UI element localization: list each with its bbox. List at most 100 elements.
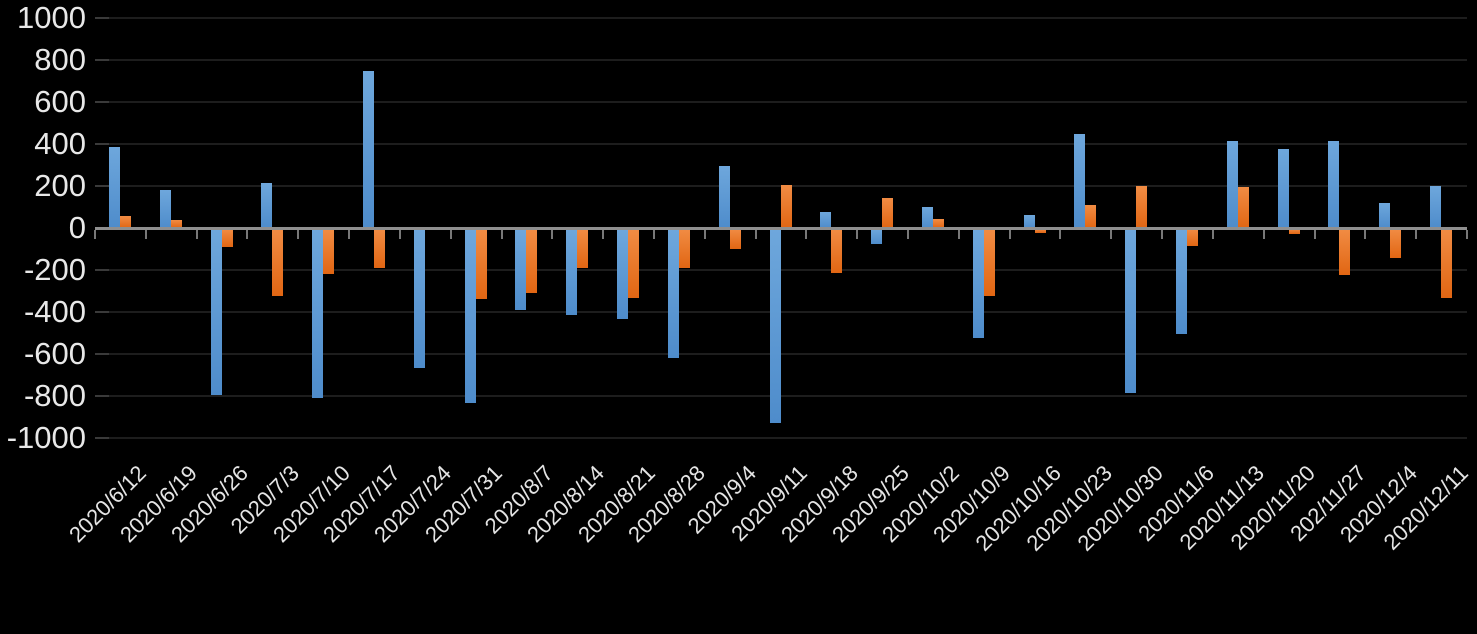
- x-axis-tickmark: [94, 230, 96, 239]
- x-axis-tickmark: [144, 230, 147, 239]
- y-axis-tick-label: 800: [34, 42, 86, 77]
- gridline: [95, 101, 1467, 103]
- bar-orange-2020/6/26: [221, 229, 233, 247]
- x-axis-tickmark: [907, 230, 910, 239]
- bar-orange-2020/10/2: [932, 218, 944, 228]
- bar-orange-2020/12/4: [1390, 229, 1402, 259]
- x-axis-tickmark: [500, 230, 503, 239]
- x-axis-tickmark: [195, 230, 198, 239]
- bar-orange-2020/8/7: [526, 229, 538, 294]
- x-axis-tickmark: [856, 230, 859, 239]
- bar-orange-202/11/27: [1339, 229, 1351, 276]
- x-axis-tickmark: [754, 230, 757, 239]
- gridline: [95, 59, 1467, 61]
- bar-orange-2020/11/20: [1288, 229, 1300, 235]
- x-axis-tickmark: [957, 230, 960, 239]
- y-axis-tickmark: [95, 311, 109, 313]
- bar-blue-2020/8/7: [515, 229, 527, 310]
- bar-blue-2020/6/19: [159, 190, 171, 228]
- bar-orange-2020/8/28: [678, 229, 690, 268]
- bar-orange-2020/7/3: [272, 229, 284, 297]
- x-axis-tickmark: [1466, 230, 1468, 239]
- bar-blue-2020/7/17: [362, 70, 374, 228]
- bar-orange-2020/6/19: [170, 219, 182, 228]
- y-axis-tickmark: [95, 437, 109, 439]
- gridline: [95, 17, 1467, 19]
- y-axis-tick-label: 400: [34, 126, 86, 161]
- x-axis-tickmark: [297, 230, 300, 239]
- x-axis-tickmark: [1211, 230, 1214, 239]
- bar-orange-2020/7/31: [475, 229, 487, 300]
- bar-orange-2020/10/30: [1136, 186, 1148, 228]
- bar-blue-2020/11/6: [1176, 229, 1188, 334]
- y-axis-tick-label: 200: [34, 168, 86, 203]
- bar-orange-2020/9/25: [882, 197, 894, 228]
- gridline: [95, 143, 1467, 145]
- bar-blue-2020/7/24: [413, 229, 425, 368]
- bar-blue-2020/9/25: [871, 229, 883, 244]
- x-axis-tickmark: [246, 230, 249, 239]
- bar-blue-2020/11/20: [1277, 149, 1289, 228]
- bar-blue-2020/7/3: [261, 182, 273, 228]
- bar-blue-2020/12/4: [1379, 202, 1391, 228]
- bar-blue-2020/8/14: [566, 229, 578, 316]
- bar-blue-202/11/27: [1328, 140, 1340, 228]
- bar-blue-2020/7/10: [312, 229, 324, 399]
- x-axis-tickmark: [1110, 230, 1113, 239]
- bar-blue-2020/6/12: [108, 147, 120, 228]
- gridline: [95, 311, 1467, 313]
- y-axis-tickmark: [95, 143, 109, 145]
- bar-blue-2020/6/26: [210, 229, 222, 395]
- bar-blue-2020/9/11: [769, 229, 781, 424]
- bar-orange-2020/10/9: [983, 229, 995, 297]
- x-axis-tickmark: [1008, 230, 1011, 239]
- bar-blue-2020/8/21: [617, 229, 629, 320]
- y-axis-tick-label: -400: [23, 294, 86, 329]
- x-axis-tickmark: [1364, 230, 1367, 239]
- x-axis-tickmark: [602, 230, 605, 239]
- gridline: [95, 395, 1467, 397]
- y-axis-tickmark: [95, 269, 109, 271]
- y-axis-tickmark: [95, 353, 109, 355]
- bar-blue-2020/12/11: [1430, 186, 1442, 228]
- x-axis-zero-line: [95, 227, 1467, 230]
- bar-orange-2020/11/6: [1187, 229, 1199, 246]
- y-axis-tick-label: 600: [34, 84, 86, 119]
- bar-blue-2020/7/31: [464, 229, 476, 404]
- bar-orange-2020/9/18: [831, 229, 843, 274]
- x-axis-tickmark: [1161, 230, 1164, 239]
- bar-chart[interactable]: 1000 800 600 400 200 0 -200 -400 -600 -800 -1000 20…: [0, 0, 1477, 591]
- y-axis-tick-label: -800: [23, 378, 86, 413]
- x-axis-tickmark: [398, 230, 401, 239]
- bar-blue-2020/10/9: [972, 229, 984, 339]
- bar-orange-2020/12/11: [1441, 229, 1453, 299]
- y-axis-tickmark: [95, 17, 109, 19]
- x-axis-tickmark: [348, 230, 351, 239]
- x-axis-tickmark: [1313, 230, 1316, 239]
- x-axis-tickmark: [1262, 230, 1265, 239]
- bar-blue-2020/11/13: [1226, 140, 1238, 228]
- x-axis-tickmark: [551, 230, 554, 239]
- gridline: [95, 437, 1467, 439]
- x-axis-tickmark: [1415, 230, 1418, 239]
- bar-blue-2020/8/28: [667, 229, 679, 359]
- y-axis-tick-label: -600: [23, 336, 86, 371]
- y-axis-tickmark: [95, 185, 109, 187]
- y-axis-tick-label: -1000: [6, 420, 86, 455]
- bar-orange-2020/10/16: [1034, 229, 1046, 234]
- y-axis-tick-label: -200: [23, 252, 86, 287]
- x-axis-tickmark: [1059, 230, 1062, 239]
- gridline: [95, 353, 1467, 355]
- bar-orange-2020/8/14: [577, 229, 589, 268]
- bar-orange-2020/9/4: [729, 229, 741, 249]
- y-axis-tickmark: [95, 395, 109, 397]
- bar-orange-2020/7/17: [373, 229, 385, 268]
- bar-blue-2020/10/16: [1023, 215, 1035, 228]
- y-axis-tickmark: [95, 59, 109, 61]
- y-axis-tick-label: 1000: [17, 0, 86, 35]
- bar-blue-2020/10/30: [1125, 229, 1137, 393]
- bar-blue-2020/9/4: [718, 166, 730, 228]
- y-axis-tickmark: [95, 101, 109, 103]
- bar-blue-2020/10/23: [1074, 133, 1086, 228]
- bar-blue-2020/10/2: [921, 207, 933, 228]
